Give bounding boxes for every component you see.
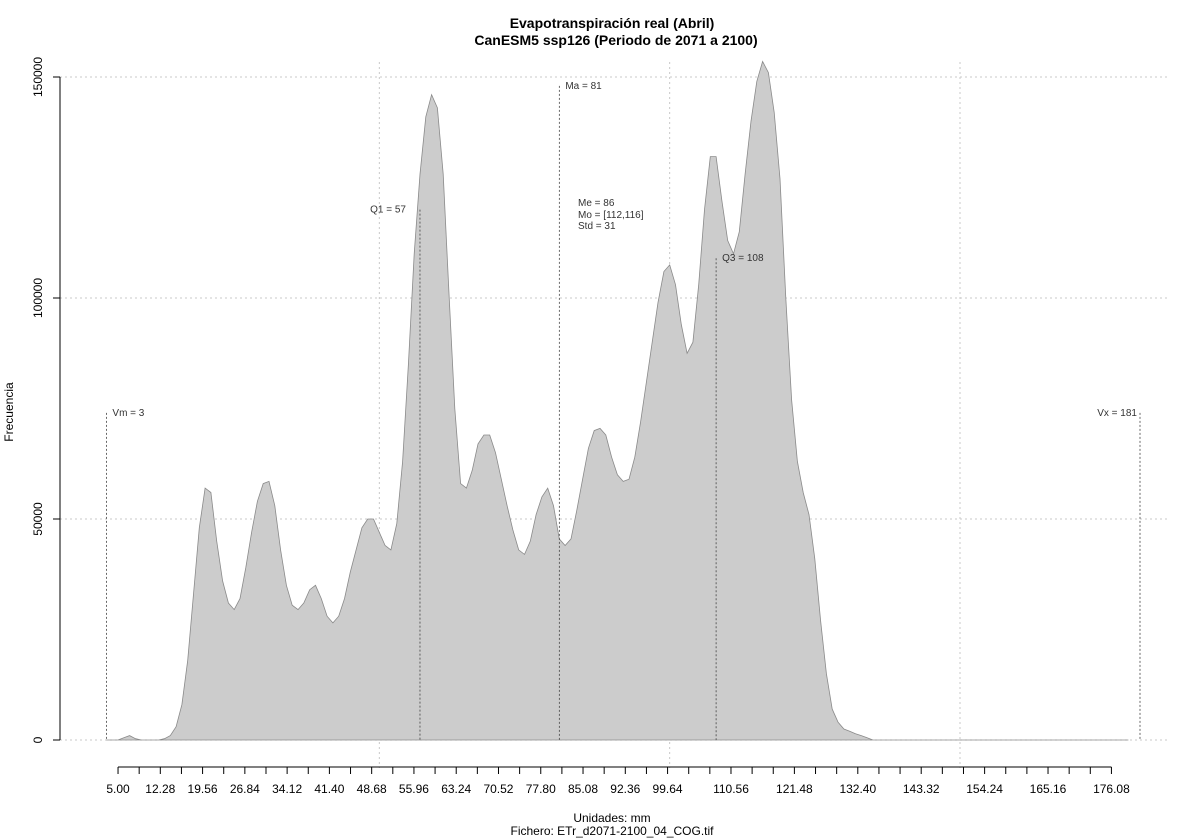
stats-mean: Me = 86: [578, 198, 615, 209]
x-tick-label-5: 41.40: [314, 782, 344, 796]
stats-mode: Mo = [112,116]: [578, 210, 644, 221]
y-tick-label-3: 150000: [31, 57, 45, 97]
file-label: Fichero: ETr_d2071-2100_04_COG.tif: [511, 824, 715, 838]
x-tick-label-3: 26.84: [230, 782, 260, 796]
annotation-label-2: Ma = 81: [565, 81, 602, 92]
area-layer: [106, 60, 1129, 741]
x-tick-label-11: 85.08: [568, 782, 598, 796]
y-axis-label: Frecuencia: [2, 382, 16, 442]
x-tick-label-20: 176.08: [1093, 782, 1130, 796]
annotation-label-4: Vx = 181: [1097, 408, 1137, 419]
density-area: [106, 60, 1129, 741]
x-tick-label-8: 63.24: [441, 782, 471, 796]
x-tick-label-4: 34.12: [272, 782, 302, 796]
y-tick-label-2: 100000: [31, 278, 45, 318]
y-tick-label-0: 0: [31, 736, 45, 743]
annotation-label-0: Vm = 3: [112, 408, 144, 419]
x-tick-label-19: 165.16: [1030, 782, 1067, 796]
x-axis: 5.00 12.28 19.56 26.84 34.12 41.40 48.68 55.96 6…: [106, 766, 1130, 796]
x-tick-label-7: 55.96: [399, 782, 429, 796]
x-tick-label-16: 132.40: [839, 782, 876, 796]
x-tick-label-14: 110.56: [713, 782, 749, 796]
x-tick-label-2: 19.56: [188, 782, 218, 796]
x-tick-label-10: 77.80: [526, 782, 556, 796]
y-axis: 0 50000 100000 150000: [31, 57, 61, 743]
chart-subtitle: CanESM5 ssp126 (Periodo de 2071 a 2100): [474, 32, 757, 48]
stats-std: Std = 31: [578, 221, 616, 232]
chart-title: Evapotranspiración real (Abril): [510, 15, 715, 31]
x-tick-label-12: 92.36: [610, 782, 640, 796]
x-tick-label-18: 154.24: [966, 782, 1003, 796]
x-tick-label-17: 143.32: [903, 782, 940, 796]
x-tick-label-13: 99.64: [653, 782, 683, 796]
y-tick-label-1: 50000: [31, 502, 45, 536]
x-tick-label-6: 48.68: [357, 782, 387, 796]
x-tick-label-0: 5.00: [106, 782, 130, 796]
x-tick-label-15: 121.48: [776, 782, 813, 796]
x-axis-label: Unidades: mm: [573, 811, 650, 825]
annotation-label-1: Q1 = 57: [370, 205, 406, 216]
x-tick-label-1: 12.28: [145, 782, 175, 796]
x-tick-label-9: 70.52: [483, 782, 513, 796]
annotation-layer: Vm = 3 Q1 = 57 Ma = 81 Q3 = 108 Vx = 181: [106, 81, 1141, 740]
annotation-label-3: Q3 = 108: [722, 253, 764, 264]
